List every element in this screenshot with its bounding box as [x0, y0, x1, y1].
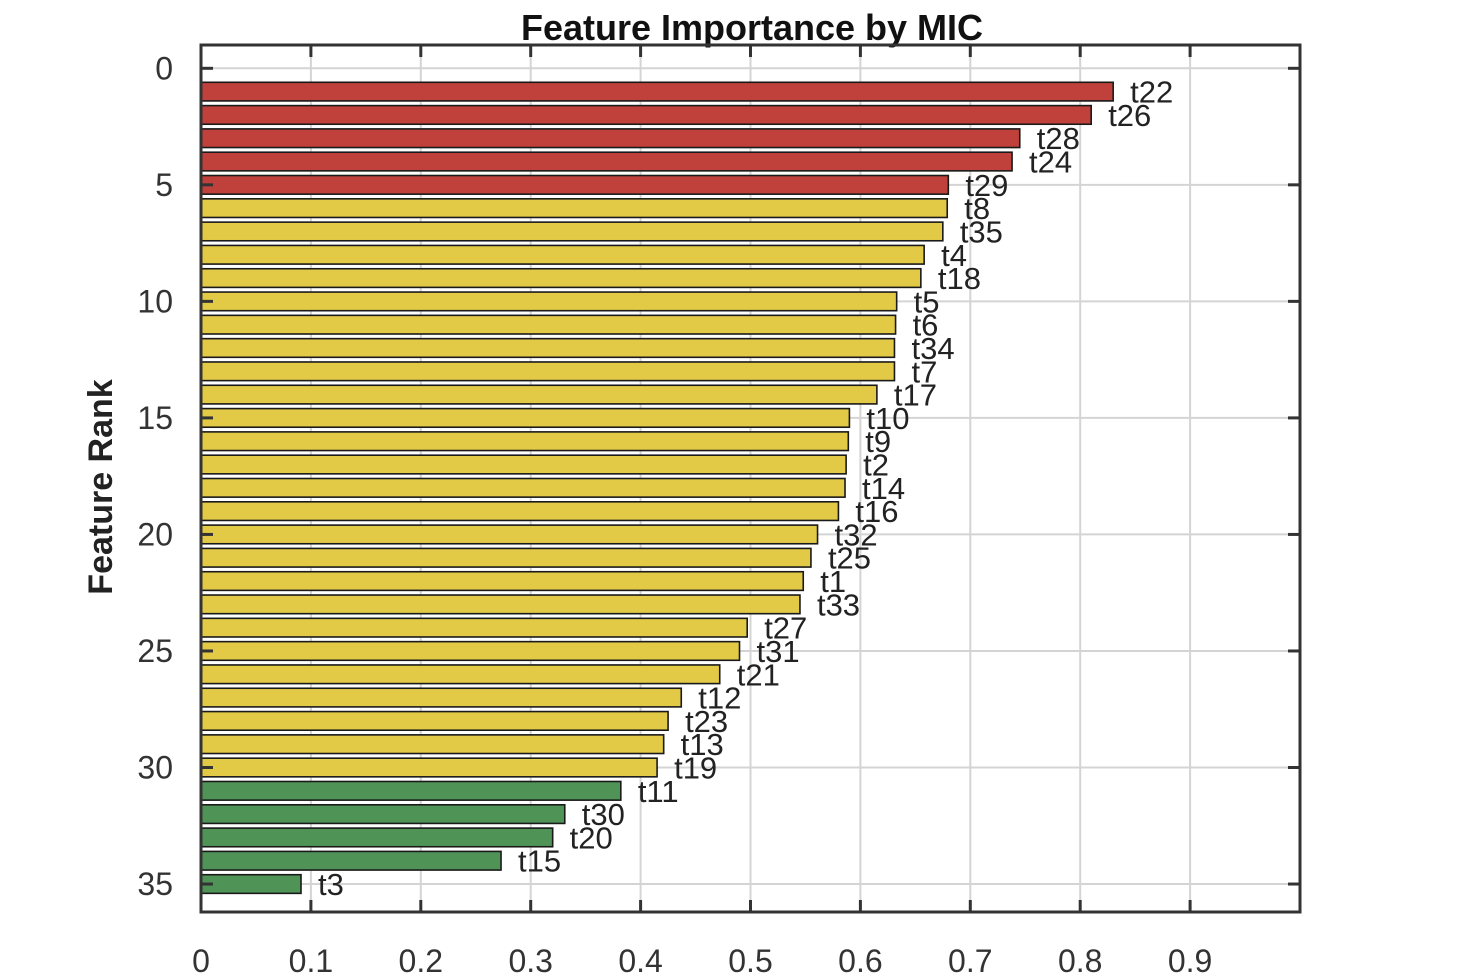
bar-label-t6: t6: [913, 308, 939, 343]
bar-label-t26: t26: [1108, 98, 1151, 133]
bar-t28: [200, 128, 1021, 149]
bar-t20: [200, 827, 554, 848]
y-tick-label: 25: [137, 633, 173, 669]
bar-t3: [200, 873, 302, 895]
bar-label-t34: t34: [911, 331, 954, 366]
x-tick-label: 0.6: [838, 943, 882, 976]
bar-t34: [200, 337, 896, 359]
bar-label-t17: t17: [894, 378, 937, 413]
bar-t22: [200, 81, 1114, 102]
bar-label-t10: t10: [866, 401, 909, 436]
bar-label-t2: t2: [863, 448, 889, 483]
bar-t19: [200, 757, 658, 778]
bar-label-t33: t33: [817, 587, 860, 622]
bar-t2: [200, 454, 847, 475]
bar-label-t19: t19: [674, 751, 717, 786]
bar-t23: [200, 710, 669, 732]
bar-label-t4: t4: [941, 238, 967, 273]
bar-t33: [200, 594, 801, 615]
bar-label-t5: t5: [914, 284, 940, 319]
x-tick-label: 0.7: [948, 943, 992, 976]
bar-t14: [200, 477, 846, 498]
bar-label-t8: t8: [964, 191, 990, 226]
bar-t26: [200, 104, 1092, 126]
y-tick-label: 35: [137, 866, 173, 902]
x-tick-label: 0.1: [289, 943, 333, 976]
x-tick-label: 0.3: [508, 943, 552, 976]
bar-label-t3: t3: [318, 867, 344, 902]
bar-t13: [200, 734, 665, 755]
x-tick-label: 0.8: [1058, 943, 1102, 976]
bar-t8: [200, 198, 949, 219]
bar-t18: [200, 267, 922, 289]
bar-t4: [200, 244, 925, 265]
bar-label-t31: t31: [757, 634, 800, 669]
chart-title: Feature Importance by MIC: [521, 7, 983, 48]
bar-label-t29: t29: [965, 168, 1008, 203]
bar-label-t11: t11: [638, 774, 679, 809]
bar-label-t25: t25: [828, 541, 871, 576]
bar-t29: [200, 174, 950, 195]
bar-t7: [200, 361, 896, 382]
bar-t9: [200, 431, 850, 452]
bar-t15: [200, 850, 502, 871]
bar-label-t18: t18: [938, 261, 981, 296]
bar-label-t9: t9: [865, 424, 891, 459]
bar-t25: [200, 547, 812, 568]
bar-label-t12: t12: [698, 681, 741, 716]
bar-label-t28: t28: [1037, 121, 1080, 156]
bar-t32: [200, 524, 819, 545]
bar-label-t1: t1: [820, 564, 846, 599]
bar-label-t7: t7: [911, 354, 937, 389]
x-tick-label: 0.2: [399, 943, 443, 976]
bar-t6: [200, 314, 897, 335]
bar-label-t35: t35: [960, 214, 1003, 249]
x-tick-label: 0.4: [618, 943, 662, 976]
bar-label-t13: t13: [681, 727, 724, 762]
y-tick-label: 30: [137, 750, 173, 786]
bar-t1: [200, 570, 805, 592]
bar-t24: [200, 151, 1013, 172]
x-tick-label: 0.5: [728, 943, 772, 976]
y-tick-label: 20: [137, 516, 173, 552]
x-tick-label: 0: [192, 943, 210, 976]
bar-t17: [200, 384, 878, 405]
bar-t21: [200, 664, 721, 685]
x-tick-label: 0.9: [1168, 943, 1212, 976]
bar-t12: [200, 687, 683, 708]
y-tick-label: 10: [137, 283, 173, 319]
bar-t31: [200, 640, 741, 662]
y-tick-label: 15: [137, 400, 173, 436]
bar-label-t24: t24: [1029, 145, 1072, 180]
bar-label-t21: t21: [737, 657, 780, 692]
axis-ticks: 0 0.1 0.2 0.3 0.4 0.5 0.6 0.7 0.8 0.9 0 5 10 15 20 25 30…: [137, 45, 1300, 976]
bar-t11: [200, 780, 622, 801]
y-tick-label: 0: [155, 50, 173, 86]
y-axis-label: Feature Rank: [82, 379, 120, 594]
bar-label-t20: t20: [570, 820, 613, 855]
bar-label-t15: t15: [518, 844, 561, 879]
bar-t30: [200, 803, 566, 825]
bar-t35: [200, 221, 944, 242]
bar-t27: [200, 617, 749, 638]
bar-t10: [200, 407, 851, 429]
y-tick-label: 5: [155, 167, 173, 203]
bar-label-t14: t14: [862, 471, 905, 506]
bar-label-t23: t23: [685, 704, 728, 739]
bar-t16: [200, 501, 840, 522]
bar-label-t16: t16: [855, 494, 898, 529]
bar-label-t32: t32: [835, 517, 878, 552]
bar-label-t22: t22: [1130, 75, 1173, 110]
bar-label-t27: t27: [764, 611, 807, 646]
bar-label-t30: t30: [582, 797, 625, 832]
bar-t5: [200, 291, 898, 312]
